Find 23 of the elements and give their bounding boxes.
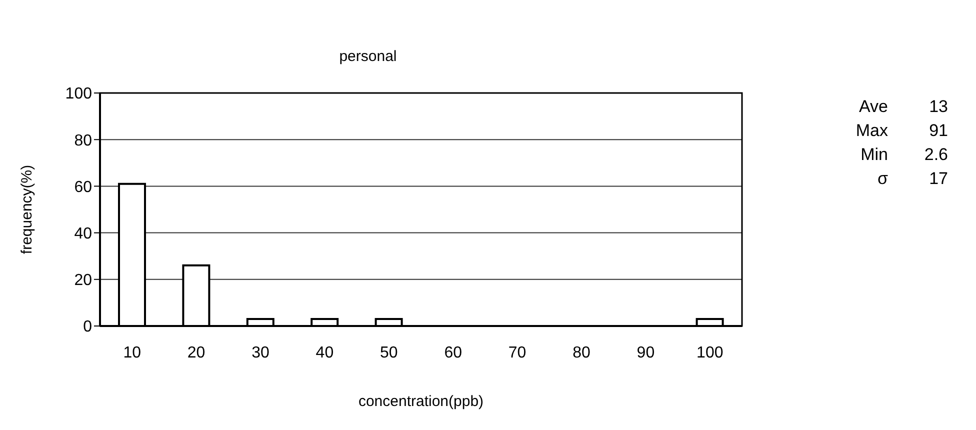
text: Min 2.6 xyxy=(860,145,948,164)
y-tick-label: 0 xyxy=(83,318,92,336)
y-tick-label: 80 xyxy=(74,132,92,150)
chart-title: personal xyxy=(338,48,398,65)
x-tick-label: 60 xyxy=(444,344,462,362)
x-axis-title: concentration(ppb) xyxy=(358,393,484,410)
text: Max 91 xyxy=(856,121,948,140)
x-tick-label: 50 xyxy=(380,344,398,362)
y-tick-label: 60 xyxy=(74,178,92,196)
x-tick-label: 30 xyxy=(252,344,270,362)
text: σ 17 xyxy=(878,169,948,188)
x-tick-label: 70 xyxy=(508,344,526,362)
x-tick-label: 40 xyxy=(316,344,334,362)
y-tick-label: 100 xyxy=(65,86,92,103)
x-tick-label: 80 xyxy=(572,344,590,362)
x-tick-label: 100 xyxy=(696,344,724,362)
y-tick-label: 40 xyxy=(74,225,92,242)
y-axis-title: frequency(%) xyxy=(18,164,36,254)
text: Ave 13 xyxy=(859,97,948,116)
x-tick-label: 20 xyxy=(187,344,206,362)
x-tick-label: 90 xyxy=(636,344,655,362)
y-tick-label: 20 xyxy=(74,272,92,290)
x-tick-label: 10 xyxy=(123,344,142,362)
